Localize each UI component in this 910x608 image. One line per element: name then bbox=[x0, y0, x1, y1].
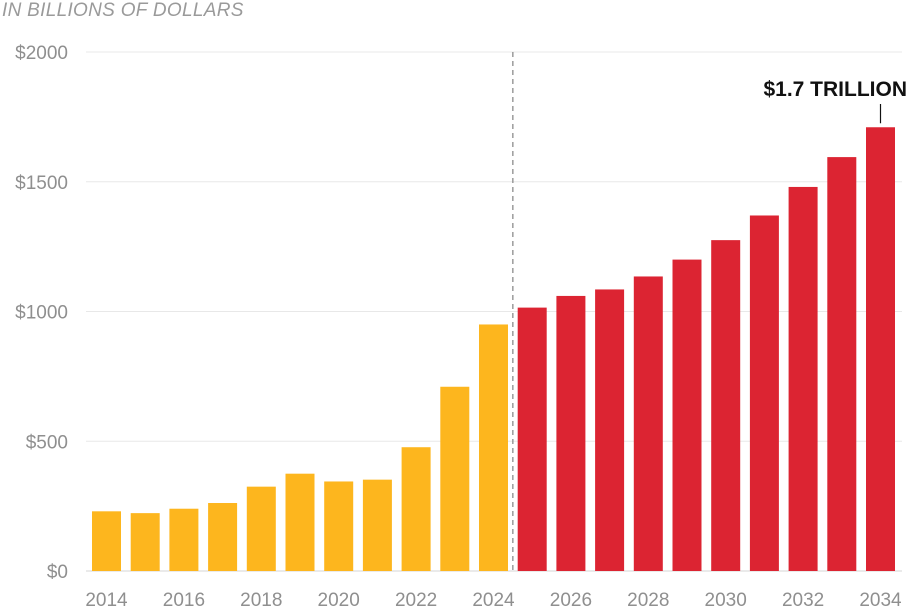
bar-2025 bbox=[517, 307, 547, 571]
x-tick-label: 2028 bbox=[627, 590, 669, 608]
x-tick-label: 2014 bbox=[85, 590, 128, 608]
bar-2021 bbox=[362, 479, 392, 571]
bar-2032 bbox=[788, 186, 818, 571]
bar-2023 bbox=[440, 386, 470, 571]
bar-2027 bbox=[595, 289, 625, 571]
bars bbox=[92, 127, 895, 572]
bar-2018 bbox=[246, 486, 276, 571]
bar-2020 bbox=[324, 481, 354, 571]
y-tick-label: $500 bbox=[26, 432, 68, 453]
y-tick-label: $1000 bbox=[15, 303, 68, 324]
x-tick-label: 2016 bbox=[163, 590, 205, 608]
bar-2031 bbox=[749, 215, 779, 572]
x-tick-label: 2018 bbox=[240, 590, 282, 608]
bar-2016 bbox=[169, 508, 199, 571]
annotation: $1.7 TRILLION bbox=[763, 78, 907, 124]
x-tick-label: 2024 bbox=[472, 590, 515, 608]
x-tick-label: 2034 bbox=[859, 590, 902, 608]
x-tick-label: 2032 bbox=[782, 590, 824, 608]
x-tick-label: 2020 bbox=[318, 590, 360, 608]
bar-2028 bbox=[633, 276, 663, 571]
bar-2033 bbox=[827, 157, 857, 571]
bar-2026 bbox=[556, 295, 586, 571]
bar-2024 bbox=[479, 324, 508, 571]
bar-2015 bbox=[130, 513, 160, 571]
bar-2030 bbox=[711, 240, 741, 571]
bar-2034 bbox=[866, 127, 895, 571]
x-tick-label: 2022 bbox=[395, 590, 437, 608]
x-axis-tick-labels: 2014 2016 2018 2020 2022 2024 2026 2028 2030 2032… bbox=[85, 590, 902, 608]
x-tick-label: 2030 bbox=[705, 590, 747, 608]
bar-2019 bbox=[285, 473, 315, 571]
bar-2017 bbox=[208, 503, 238, 571]
annotation-label: $1.7 TRILLION bbox=[763, 78, 907, 101]
y-tick-label: $1500 bbox=[15, 173, 68, 194]
bar-2014 bbox=[92, 511, 121, 571]
y-axis-tick-labels: $0 $500 $1000 $1500 $2000 bbox=[15, 43, 68, 583]
y-tick-label: $2000 bbox=[15, 43, 68, 64]
chart-subtitle: IN BILLIONS OF DOLLARS bbox=[2, 0, 244, 21]
bar-2029 bbox=[672, 259, 702, 571]
x-tick-label: 2026 bbox=[550, 590, 592, 608]
y-tick-label: $0 bbox=[47, 562, 68, 583]
bar-2022 bbox=[401, 447, 431, 571]
